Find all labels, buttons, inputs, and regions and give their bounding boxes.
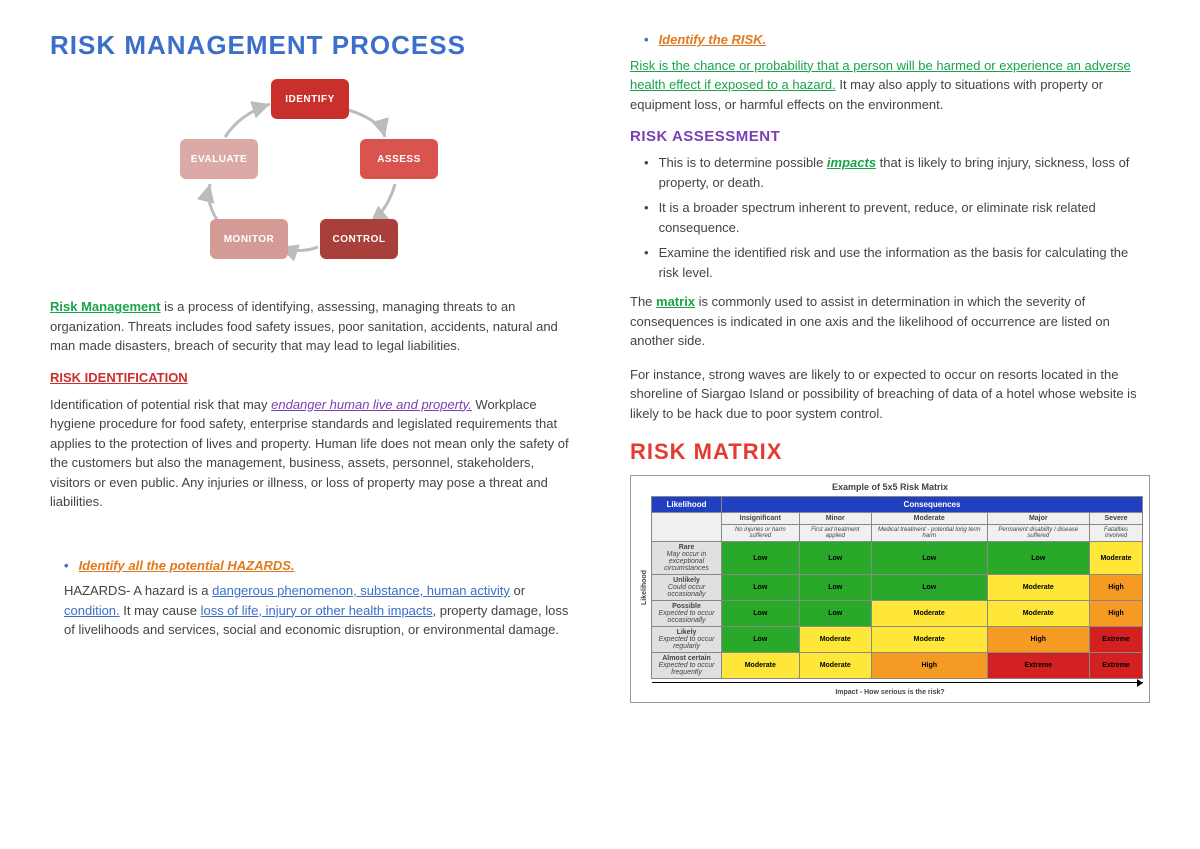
matrix-cell: Low [987,542,1089,575]
matrix-paragraph-1: The matrix is commonly used to assist in… [630,292,1150,351]
intro-lead: Risk Management [50,299,161,314]
matrix-row-header: PossibleExpected to occur occasionally [652,601,722,627]
matrix-cell: Low [722,601,800,627]
hazard-paragraph: HAZARDS- A hazard is a dangerous phenome… [50,581,570,640]
matrix-cell: Moderate [1090,542,1143,575]
risk-paragraph: Risk is the chance or probability that a… [630,56,1150,115]
matrix-cell: Low [799,575,871,601]
matrix-col-header: Minor [799,513,871,525]
risk-matrix-heading: RISK MATRIX [630,439,1150,465]
matrix-row-header: UnlikelyCould occur occasionally [652,575,722,601]
matrix-cell: Low [722,627,800,653]
risk-identification-heading: RISK IDENTIFICATION [50,370,570,385]
cycle-node: ASSESS [360,139,438,179]
matrix-col-header: Moderate [871,513,987,525]
matrix-cell: Extreme [987,653,1089,679]
matrix-title: Example of 5x5 Risk Matrix [637,482,1143,492]
matrix-cell: Low [799,601,871,627]
matrix-x-axis: Impact - How serious is the risk? [637,689,1143,696]
bullet-icon: • [64,556,69,576]
matrix-cell: High [1090,601,1143,627]
matrix-cell: High [1090,575,1143,601]
assess-bullet-3: • Examine the identified risk and use th… [630,243,1150,282]
bullet-icon: • [644,30,649,50]
right-column: • Identify the RISK. Risk is the chance … [630,30,1150,829]
bullet-icon: • [644,243,649,282]
left-column: RISK MANAGEMENT PROCESS IDENTIFY ASSESS CO… [50,30,570,829]
matrix-cell: High [987,627,1089,653]
cycle-node: MONITOR [210,219,288,259]
matrix-col-sub: Medical treatment - potential long term … [871,525,987,542]
matrix-cell: Low [722,575,800,601]
bullet-icon: • [644,198,649,237]
risk-bullet: • Identify the RISK. [630,30,1150,50]
matrix-col-sub: Fatalities involved [1090,525,1143,542]
process-cycle-diagram: IDENTIFY ASSESS CONTROL MONITOR EVALUATE [170,79,450,279]
matrix-cell: Extreme [1090,627,1143,653]
matrix-cell: Moderate [799,627,871,653]
cycle-node: CONTROL [320,219,398,259]
matrix-col-header: Severe [1090,513,1143,525]
cycle-node: EVALUATE [180,139,258,179]
matrix-cell: Moderate [871,627,987,653]
intro-paragraph: Risk Management is a process of identify… [50,297,570,356]
assess-bullet-1: • This is to determine possible impacts … [630,153,1150,192]
risk-matrix-table: LikelihoodConsequencesInsignificantMinor… [651,496,1143,679]
matrix-cell: Extreme [1090,653,1143,679]
matrix-y-axis: Likelihood [637,496,651,679]
matrix-cell: Moderate [722,653,800,679]
matrix-col-sub: No injuries or harm suffered [722,525,800,542]
matrix-header: Consequences [722,497,1143,513]
matrix-col-sub: Permanent disability / disease suffered [987,525,1089,542]
matrix-cell: Moderate [987,575,1089,601]
matrix-col-header: Insignificant [722,513,800,525]
page-title: RISK MANAGEMENT PROCESS [50,30,570,61]
risk-assessment-heading: RISK ASSESSMENT [630,128,1150,145]
assess-bullet-2: • It is a broader spectrum inherent to p… [630,198,1150,237]
matrix-header: Likelihood [652,497,722,513]
matrix-col-sub: First aid treatment applied [799,525,871,542]
risk-id-paragraph: Identification of potential risk that ma… [50,395,570,512]
matrix-row-header: LikelyExpected to occur regularly [652,627,722,653]
risk-matrix-figure: Example of 5x5 Risk Matrix Likelihood Li… [630,475,1150,703]
matrix-row-header: RareMay occur in exceptional circumstanc… [652,542,722,575]
matrix-cell: Moderate [871,601,987,627]
matrix-cell: Moderate [799,653,871,679]
cycle-node: IDENTIFY [271,79,349,119]
matrix-cell: Moderate [987,601,1089,627]
matrix-row-header: Almost certainExpected to occur frequent… [652,653,722,679]
matrix-cell: High [871,653,987,679]
matrix-paragraph-2: For instance, strong waves are likely to… [630,365,1150,424]
matrix-cell: Low [722,542,800,575]
hazard-bullet: • Identify all the potential HAZARDS. [50,556,570,576]
matrix-cell: Low [871,542,987,575]
matrix-col-header: Major [987,513,1089,525]
matrix-cell: Low [799,542,871,575]
matrix-cell: Low [871,575,987,601]
matrix-x-arrow [637,679,1143,687]
bullet-icon: • [644,153,649,192]
